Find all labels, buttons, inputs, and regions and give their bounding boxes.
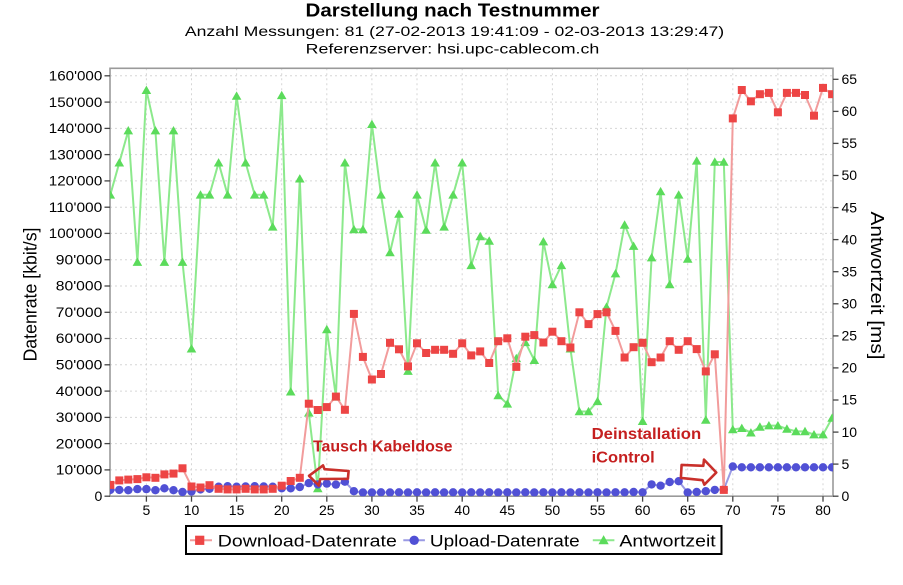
svg-text:120'000: 120'000 [49, 173, 103, 189]
svg-text:iControl: iControl [592, 449, 655, 466]
svg-text:45: 45 [500, 502, 516, 518]
svg-text:10: 10 [842, 424, 858, 440]
svg-text:Deinstallation: Deinstallation [592, 426, 702, 443]
svg-text:100'000: 100'000 [49, 225, 103, 241]
svg-text:10: 10 [184, 502, 200, 518]
svg-text:20: 20 [842, 360, 858, 376]
svg-text:35: 35 [842, 263, 858, 279]
svg-text:5: 5 [842, 456, 850, 472]
svg-text:Download-Datenrate: Download-Datenrate [218, 531, 397, 550]
svg-text:Antwortzeit [ms]: Antwortzeit [ms] [867, 212, 887, 360]
svg-text:45: 45 [842, 199, 858, 215]
svg-text:55: 55 [842, 135, 858, 151]
svg-text:80: 80 [815, 502, 831, 518]
svg-text:70: 70 [725, 502, 741, 518]
svg-text:110'000: 110'000 [49, 199, 103, 215]
svg-text:Tausch Kabeldose: Tausch Kabeldose [313, 439, 453, 456]
svg-text:20'000: 20'000 [56, 435, 103, 451]
svg-text:10'000: 10'000 [56, 462, 103, 478]
svg-text:Antwortzeit: Antwortzeit [619, 531, 716, 550]
svg-text:75: 75 [770, 502, 786, 518]
svg-text:140'000: 140'000 [49, 120, 103, 136]
svg-text:20: 20 [274, 502, 290, 518]
svg-text:50: 50 [842, 167, 858, 183]
svg-text:160'000: 160'000 [49, 68, 103, 84]
svg-text:Upload-Datenrate: Upload-Datenrate [430, 531, 580, 550]
svg-text:30'000: 30'000 [56, 409, 103, 425]
svg-text:15: 15 [229, 502, 245, 518]
svg-text:0: 0 [95, 488, 103, 504]
svg-text:Anzahl Messungen: 81 (27-02-20: Anzahl Messungen: 81 (27-02-2013 19:41:0… [185, 23, 724, 39]
svg-text:40: 40 [454, 502, 470, 518]
svg-text:60'000: 60'000 [56, 330, 103, 346]
svg-text:65: 65 [842, 71, 858, 87]
svg-text:40'000: 40'000 [56, 383, 103, 399]
svg-text:60: 60 [842, 103, 858, 119]
svg-text:Referenzserver: hsi.upc-cablec: Referenzserver: hsi.upc-cablecom.ch [306, 41, 600, 57]
svg-text:35: 35 [409, 502, 425, 518]
svg-text:60: 60 [635, 502, 651, 518]
svg-text:40: 40 [842, 231, 858, 247]
svg-text:90'000: 90'000 [56, 251, 103, 267]
svg-text:50: 50 [545, 502, 561, 518]
svg-text:15: 15 [842, 392, 858, 408]
svg-text:30: 30 [842, 296, 858, 312]
svg-text:55: 55 [590, 502, 606, 518]
svg-text:65: 65 [680, 502, 696, 518]
svg-text:25: 25 [319, 502, 335, 518]
svg-text:130'000: 130'000 [49, 146, 103, 162]
svg-text:80'000: 80'000 [56, 278, 103, 294]
svg-text:5: 5 [143, 502, 151, 518]
svg-text:25: 25 [842, 328, 858, 344]
svg-text:50'000: 50'000 [56, 357, 103, 373]
svg-text:30: 30 [364, 502, 380, 518]
svg-text:Darstellung nach Testnummer: Darstellung nach Testnummer [306, 0, 600, 20]
svg-text:70'000: 70'000 [56, 304, 103, 320]
svg-text:0: 0 [842, 488, 850, 504]
svg-text:Datenrate [kbit/s]: Datenrate [kbit/s] [21, 228, 41, 362]
svg-text:150'000: 150'000 [49, 94, 103, 110]
